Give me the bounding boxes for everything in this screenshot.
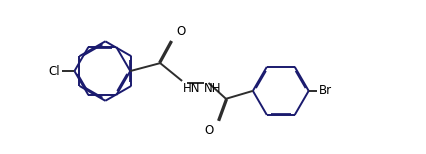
Text: Br: Br [319,84,332,97]
Text: NH: NH [204,82,222,95]
Text: Cl: Cl [49,65,60,78]
Text: HN: HN [183,82,201,95]
Text: O: O [205,124,214,137]
Text: O: O [176,25,185,38]
